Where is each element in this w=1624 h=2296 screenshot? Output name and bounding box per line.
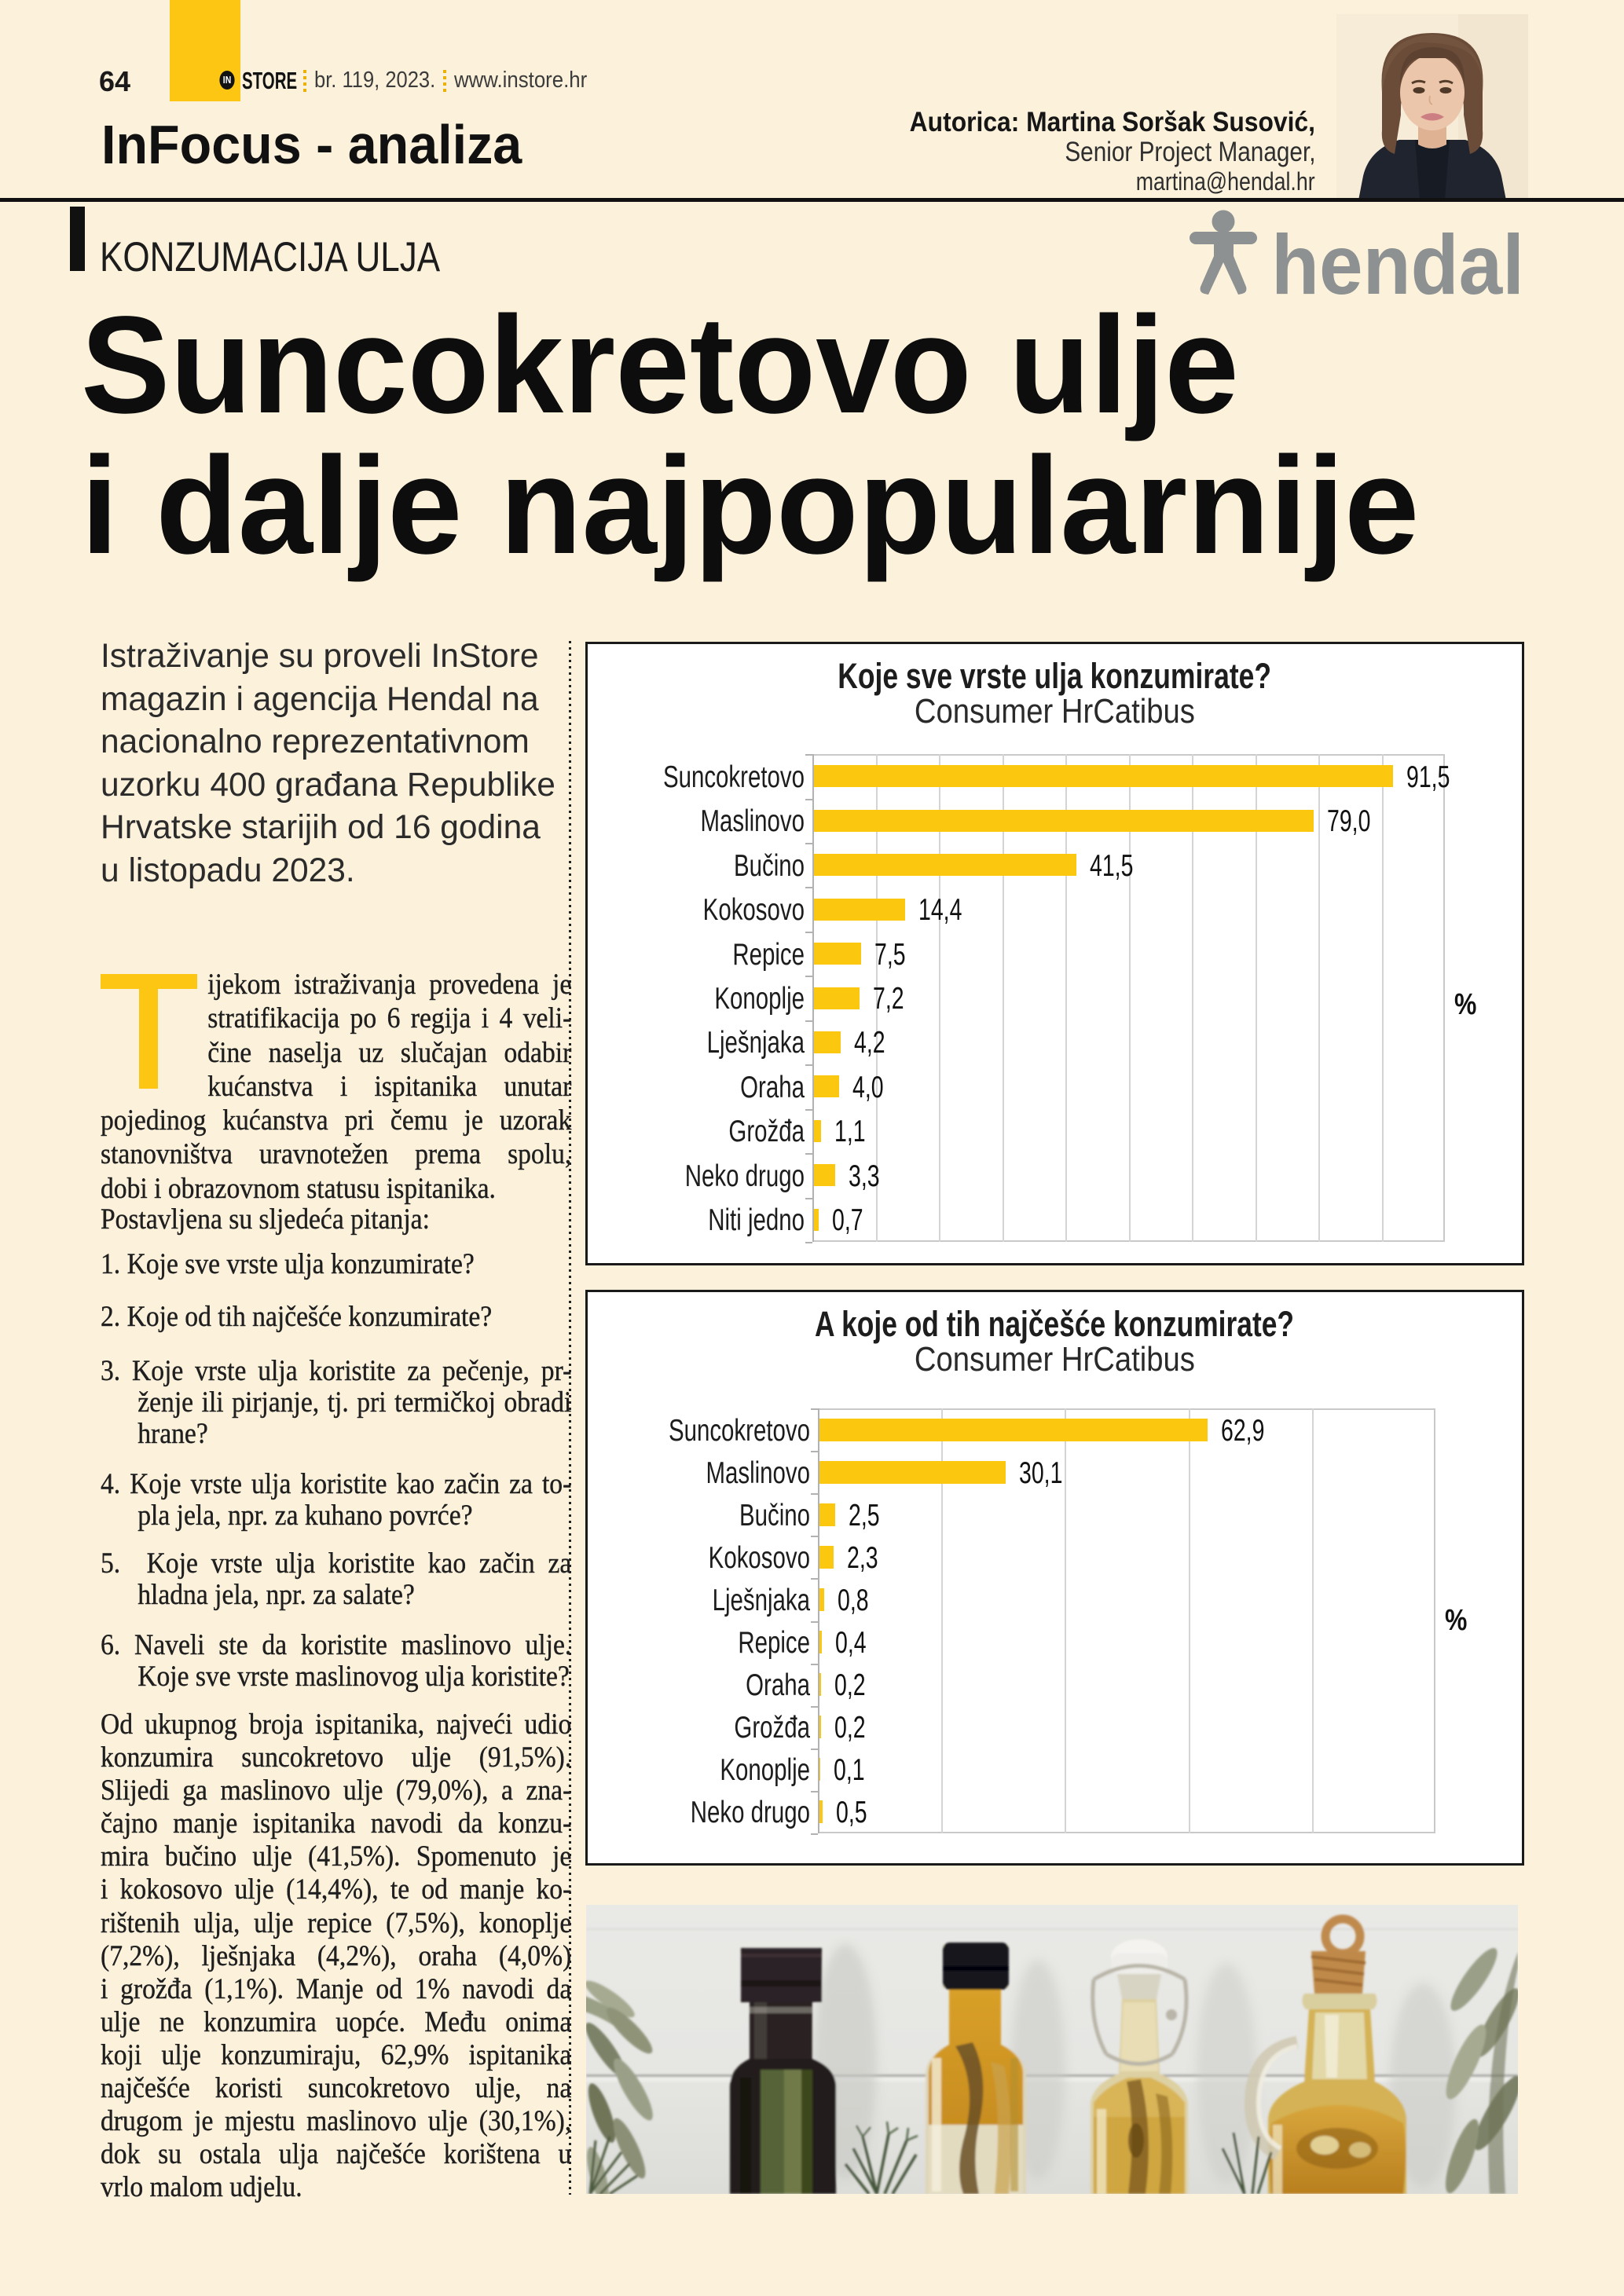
svg-text:hendal: hendal [1271, 217, 1524, 300]
